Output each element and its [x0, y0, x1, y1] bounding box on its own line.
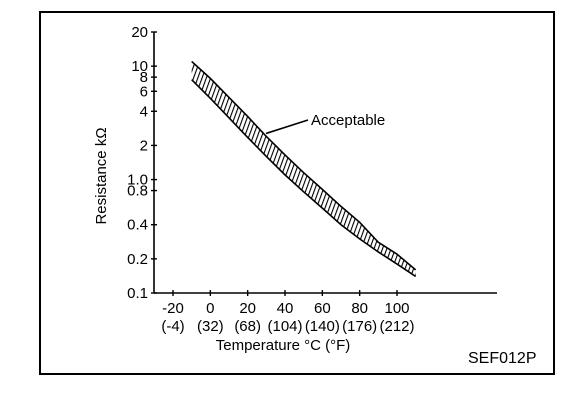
x-tick-labels: -20(-4) 0(32) 20(68) 40(104) 60(140) 80(176) 1…	[161, 300, 414, 335]
y-tick-label: 0.2	[127, 251, 148, 268]
x-tick-label: 20	[239, 300, 256, 317]
y-tick-label: 0.1	[127, 285, 148, 302]
x-tick-sublabel: (-4)	[161, 318, 184, 335]
annotation-leader	[265, 119, 309, 135]
x-tick-label: 0	[206, 300, 214, 317]
x-tick-label: -20	[162, 300, 184, 317]
y-tick-label: 1.0	[127, 172, 148, 189]
axes	[151, 31, 497, 296]
x-tick-sublabel: (176)	[342, 318, 377, 335]
band-upper-line	[191, 60, 417, 271]
y-tick-label: 0.4	[127, 217, 148, 234]
y-tick-label: 0.8	[127, 183, 148, 200]
x-tick-sublabel: (104)	[267, 318, 302, 335]
x-tick-label: 40	[277, 300, 294, 317]
x-tick-label: 80	[351, 300, 368, 317]
x-tick-label: 100	[384, 300, 409, 317]
x-tick-sublabel: (32)	[197, 318, 224, 335]
figure-id: SEF012P	[468, 350, 536, 367]
annotation-label: Acceptable	[311, 112, 385, 129]
x-tick-label: 60	[314, 300, 331, 317]
band-lower-line	[191, 79, 417, 278]
x-axis-title: Temperature °C (°F)	[216, 337, 351, 354]
x-tick-sublabel: (212)	[379, 318, 414, 335]
x-tick-sublabel: (68)	[234, 318, 261, 335]
x-tick-sublabel: (140)	[305, 318, 340, 335]
y-tick-label: 2	[140, 137, 148, 154]
y-axis-title: Resistance kΩ	[93, 127, 110, 224]
y-tick-label: 20	[131, 24, 148, 41]
y-tick-label: 4	[140, 103, 148, 120]
y-tick-label: 8	[140, 69, 148, 86]
bands	[191, 60, 417, 278]
y-tick-label: 10	[131, 58, 148, 75]
figure-frame	[39, 11, 555, 375]
y-tick-label: 6	[140, 83, 148, 100]
